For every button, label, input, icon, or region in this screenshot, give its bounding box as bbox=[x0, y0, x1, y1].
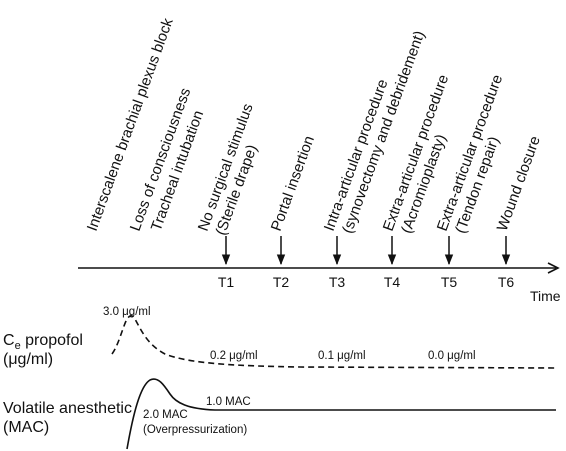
propofol-peak-label: 3.0 μg/ml bbox=[103, 306, 151, 318]
volatile-peak-label: 2.0 MAC bbox=[143, 409, 188, 421]
volatile-label: Volatile anesthetic bbox=[3, 400, 132, 417]
timepoint-label: T2 bbox=[273, 274, 290, 290]
time-axis-label: Time bbox=[530, 288, 561, 304]
event-portal-insertion: Portal insertion bbox=[268, 134, 318, 234]
propofol-unit-label: (μg/ml) bbox=[3, 351, 53, 368]
event-label: Wound closure bbox=[494, 134, 544, 234]
event-no-surgical-stimulus: No surgical stimulus (Sterile drape) bbox=[195, 101, 261, 237]
volatile-curve bbox=[126, 378, 556, 450]
volatile-row: Volatile anesthetic (MAC) 1.0 MAC 2.0 MA… bbox=[3, 378, 556, 450]
timepoint-labels: T1 T2 T3 T4 T5 T6 bbox=[218, 274, 515, 290]
timepoint-label: T1 bbox=[218, 274, 235, 290]
volatile-unit-label: (MAC) bbox=[3, 419, 49, 436]
timepoint-label: T3 bbox=[329, 274, 346, 290]
propofol-value-2: 0.1 μg/ml bbox=[318, 350, 366, 362]
event-wound-closure: Wound closure bbox=[494, 134, 544, 234]
propofol-row: Ce propofol (μg/ml) 3.0 μg/ml 0.2 μg/ml … bbox=[3, 306, 557, 369]
time-axis-arrowhead bbox=[547, 262, 560, 274]
timepoint-label: T5 bbox=[441, 274, 458, 290]
propofol-value-3: 0.0 μg/ml bbox=[428, 350, 476, 362]
timepoint-label: T6 bbox=[498, 274, 515, 290]
propofol-value-1: 0.2 μg/ml bbox=[210, 350, 258, 362]
event-label: Portal insertion bbox=[268, 134, 318, 234]
volatile-peak-note: (Overpressurization) bbox=[143, 424, 247, 436]
timepoint-label: T4 bbox=[384, 274, 401, 290]
timepoint-arrows bbox=[221, 236, 511, 266]
volatile-steady-label: 1.0 MAC bbox=[206, 396, 251, 408]
event-labels: Interscalene brachial plexus block Loss … bbox=[84, 16, 544, 238]
propofol-label: Ce propofol bbox=[3, 332, 83, 352]
